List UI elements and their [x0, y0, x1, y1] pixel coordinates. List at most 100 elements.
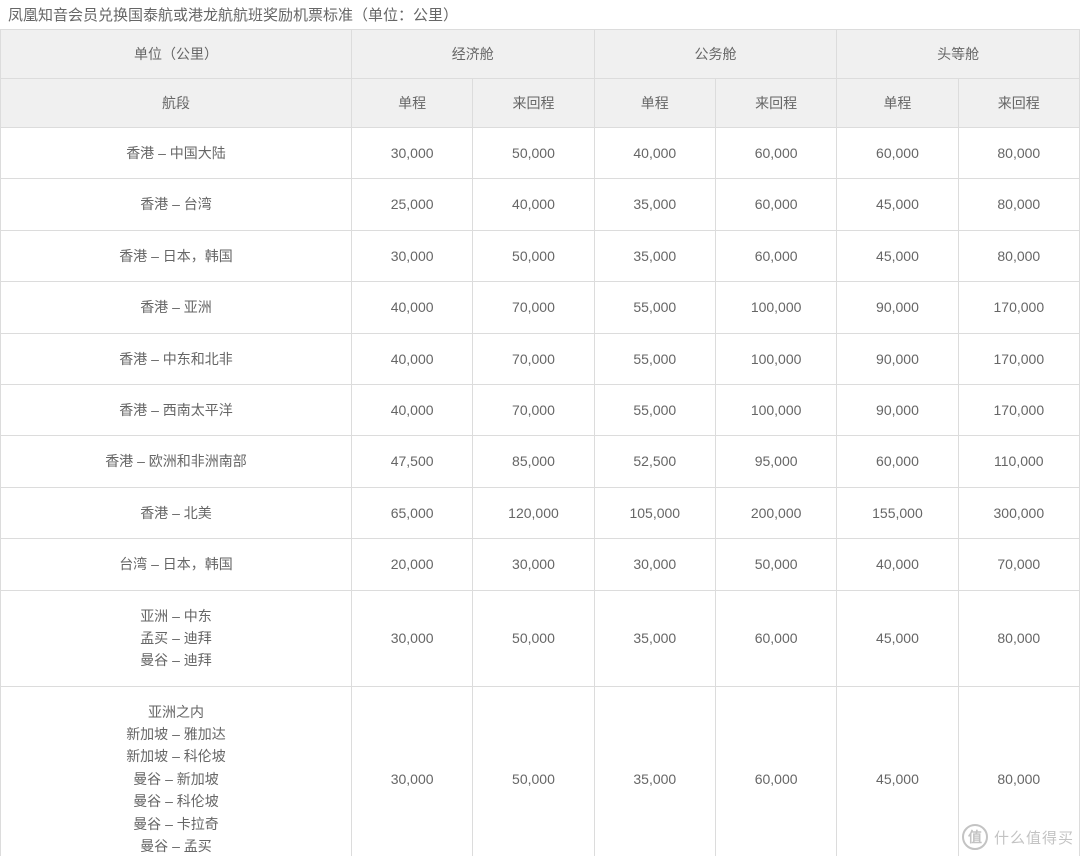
- header-economy: 经济舱: [351, 30, 594, 79]
- table-body: 香港 – 中国大陆30,00050,00040,00060,00060,0008…: [1, 128, 1080, 856]
- value-cell: 105,000: [594, 487, 715, 538]
- value-cell: 80,000: [958, 179, 1079, 230]
- value-cell: 60,000: [837, 436, 958, 487]
- value-cell: 40,000: [473, 179, 594, 230]
- route-cell: 亚洲之内新加坡 – 雅加达新加坡 – 科伦坡曼谷 – 新加坡曼谷 – 科伦坡曼谷…: [1, 686, 352, 856]
- header-oneway: 单程: [351, 79, 472, 128]
- route-line: 曼谷 – 卡拉奇: [5, 813, 347, 835]
- route-cell: 台湾 – 日本，韩国: [1, 539, 352, 590]
- header-roundtrip: 来回程: [473, 79, 594, 128]
- table-row: 香港 – 中东和北非40,00070,00055,000100,00090,00…: [1, 333, 1080, 384]
- route-line: 香港 – 欧洲和非洲南部: [5, 450, 347, 472]
- value-cell: 30,000: [473, 539, 594, 590]
- value-cell: 200,000: [715, 487, 836, 538]
- value-cell: 60,000: [715, 686, 836, 856]
- table-row: 亚洲 – 中东孟买 – 迪拜曼谷 – 迪拜30,00050,00035,0006…: [1, 590, 1080, 686]
- value-cell: 45,000: [837, 590, 958, 686]
- value-cell: 30,000: [351, 128, 472, 179]
- value-cell: 40,000: [594, 128, 715, 179]
- value-cell: 120,000: [473, 487, 594, 538]
- header-unit: 单位（公里）: [1, 30, 352, 79]
- value-cell: 90,000: [837, 384, 958, 435]
- value-cell: 60,000: [715, 128, 836, 179]
- value-cell: 70,000: [473, 384, 594, 435]
- value-cell: 70,000: [473, 282, 594, 333]
- route-cell: 香港 – 中国大陆: [1, 128, 352, 179]
- value-cell: 80,000: [958, 590, 1079, 686]
- value-cell: 60,000: [715, 590, 836, 686]
- route-line: 孟买 – 迪拜: [5, 627, 347, 649]
- value-cell: 80,000: [958, 686, 1079, 856]
- value-cell: 170,000: [958, 282, 1079, 333]
- route-line: 香港 – 台湾: [5, 193, 347, 215]
- value-cell: 40,000: [351, 282, 472, 333]
- value-cell: 35,000: [594, 230, 715, 281]
- value-cell: 50,000: [715, 539, 836, 590]
- value-cell: 52,500: [594, 436, 715, 487]
- value-cell: 65,000: [351, 487, 472, 538]
- header-first: 头等舱: [837, 30, 1080, 79]
- route-cell: 香港 – 日本，韩国: [1, 230, 352, 281]
- table-row: 香港 – 亚洲40,00070,00055,000100,00090,00017…: [1, 282, 1080, 333]
- value-cell: 25,000: [351, 179, 472, 230]
- value-cell: 85,000: [473, 436, 594, 487]
- route-line: 香港 – 亚洲: [5, 296, 347, 318]
- value-cell: 30,000: [351, 686, 472, 856]
- header-row-2: 航段 单程 来回程 单程 来回程 单程 来回程: [1, 79, 1080, 128]
- value-cell: 55,000: [594, 384, 715, 435]
- route-cell: 香港 – 北美: [1, 487, 352, 538]
- value-cell: 95,000: [715, 436, 836, 487]
- table-row: 台湾 – 日本，韩国20,00030,00030,00050,00040,000…: [1, 539, 1080, 590]
- table-row: 香港 – 北美65,000120,000105,000200,000155,00…: [1, 487, 1080, 538]
- table-row: 香港 – 台湾25,00040,00035,00060,00045,00080,…: [1, 179, 1080, 230]
- route-line: 新加坡 – 雅加达: [5, 723, 347, 745]
- route-line: 香港 – 北美: [5, 502, 347, 524]
- route-cell: 香港 – 台湾: [1, 179, 352, 230]
- value-cell: 60,000: [715, 230, 836, 281]
- value-cell: 45,000: [837, 230, 958, 281]
- header-roundtrip: 来回程: [958, 79, 1079, 128]
- value-cell: 30,000: [351, 590, 472, 686]
- value-cell: 55,000: [594, 282, 715, 333]
- value-cell: 110,000: [958, 436, 1079, 487]
- value-cell: 35,000: [594, 590, 715, 686]
- route-cell: 香港 – 欧洲和非洲南部: [1, 436, 352, 487]
- table-row: 香港 – 日本，韩国30,00050,00035,00060,00045,000…: [1, 230, 1080, 281]
- value-cell: 170,000: [958, 384, 1079, 435]
- value-cell: 30,000: [351, 230, 472, 281]
- value-cell: 80,000: [958, 230, 1079, 281]
- value-cell: 100,000: [715, 333, 836, 384]
- route-line: 台湾 – 日本，韩国: [5, 553, 347, 575]
- header-row-1: 单位（公里） 经济舱 公务舱 头等舱: [1, 30, 1080, 79]
- value-cell: 45,000: [837, 686, 958, 856]
- route-line: 香港 – 西南太平洋: [5, 399, 347, 421]
- value-cell: 60,000: [837, 128, 958, 179]
- route-cell: 香港 – 中东和北非: [1, 333, 352, 384]
- route-line: 曼谷 – 新加坡: [5, 768, 347, 790]
- value-cell: 300,000: [958, 487, 1079, 538]
- route-line: 香港 – 中国大陆: [5, 142, 347, 164]
- value-cell: 90,000: [837, 333, 958, 384]
- table-row: 香港 – 中国大陆30,00050,00040,00060,00060,0008…: [1, 128, 1080, 179]
- value-cell: 170,000: [958, 333, 1079, 384]
- value-cell: 155,000: [837, 487, 958, 538]
- route-line: 香港 – 中东和北非: [5, 348, 347, 370]
- value-cell: 20,000: [351, 539, 472, 590]
- header-roundtrip: 来回程: [715, 79, 836, 128]
- header-oneway: 单程: [594, 79, 715, 128]
- table-row: 亚洲之内新加坡 – 雅加达新加坡 – 科伦坡曼谷 – 新加坡曼谷 – 科伦坡曼谷…: [1, 686, 1080, 856]
- value-cell: 50,000: [473, 686, 594, 856]
- header-oneway: 单程: [837, 79, 958, 128]
- value-cell: 47,500: [351, 436, 472, 487]
- value-cell: 50,000: [473, 128, 594, 179]
- value-cell: 55,000: [594, 333, 715, 384]
- route-cell: 亚洲 – 中东孟买 – 迪拜曼谷 – 迪拜: [1, 590, 352, 686]
- value-cell: 30,000: [594, 539, 715, 590]
- route-line: 香港 – 日本，韩国: [5, 245, 347, 267]
- route-line: 曼谷 – 科伦坡: [5, 790, 347, 812]
- value-cell: 40,000: [351, 384, 472, 435]
- value-cell: 50,000: [473, 590, 594, 686]
- award-table: 单位（公里） 经济舱 公务舱 头等舱 航段 单程 来回程 单程 来回程 单程 来…: [0, 29, 1080, 856]
- value-cell: 50,000: [473, 230, 594, 281]
- route-line: 新加坡 – 科伦坡: [5, 745, 347, 767]
